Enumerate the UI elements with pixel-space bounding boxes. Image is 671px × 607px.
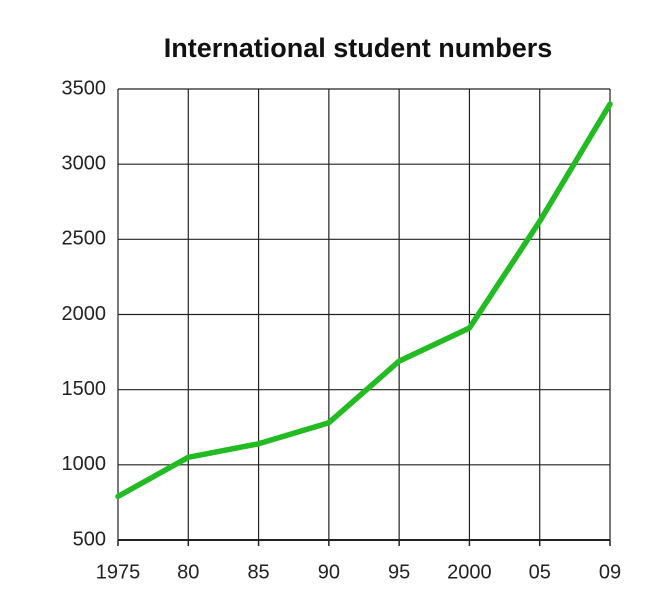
y-tick-label: 3500 [62, 77, 107, 99]
x-tick-label: 2000 [447, 561, 492, 583]
y-tick-label: 1000 [62, 453, 107, 475]
y-tick-label: 500 [73, 528, 106, 550]
y-tick-label: 3000 [62, 152, 107, 174]
x-tick-label: 80 [177, 561, 199, 583]
x-tick-label: 95 [388, 561, 410, 583]
y-tick-label: 1500 [62, 378, 107, 400]
x-tick-label: 1975 [96, 561, 141, 583]
data-line [115, 101, 613, 500]
x-tick-label: 85 [247, 561, 269, 583]
x-tick-label: 90 [318, 561, 340, 583]
x-tick-label: 05 [529, 561, 551, 583]
y-tick-label: 2500 [62, 228, 107, 250]
chart-title: International student numbers [164, 33, 553, 63]
y-tick-label: 2000 [62, 303, 107, 325]
x-tick-label: 09 [599, 561, 621, 583]
